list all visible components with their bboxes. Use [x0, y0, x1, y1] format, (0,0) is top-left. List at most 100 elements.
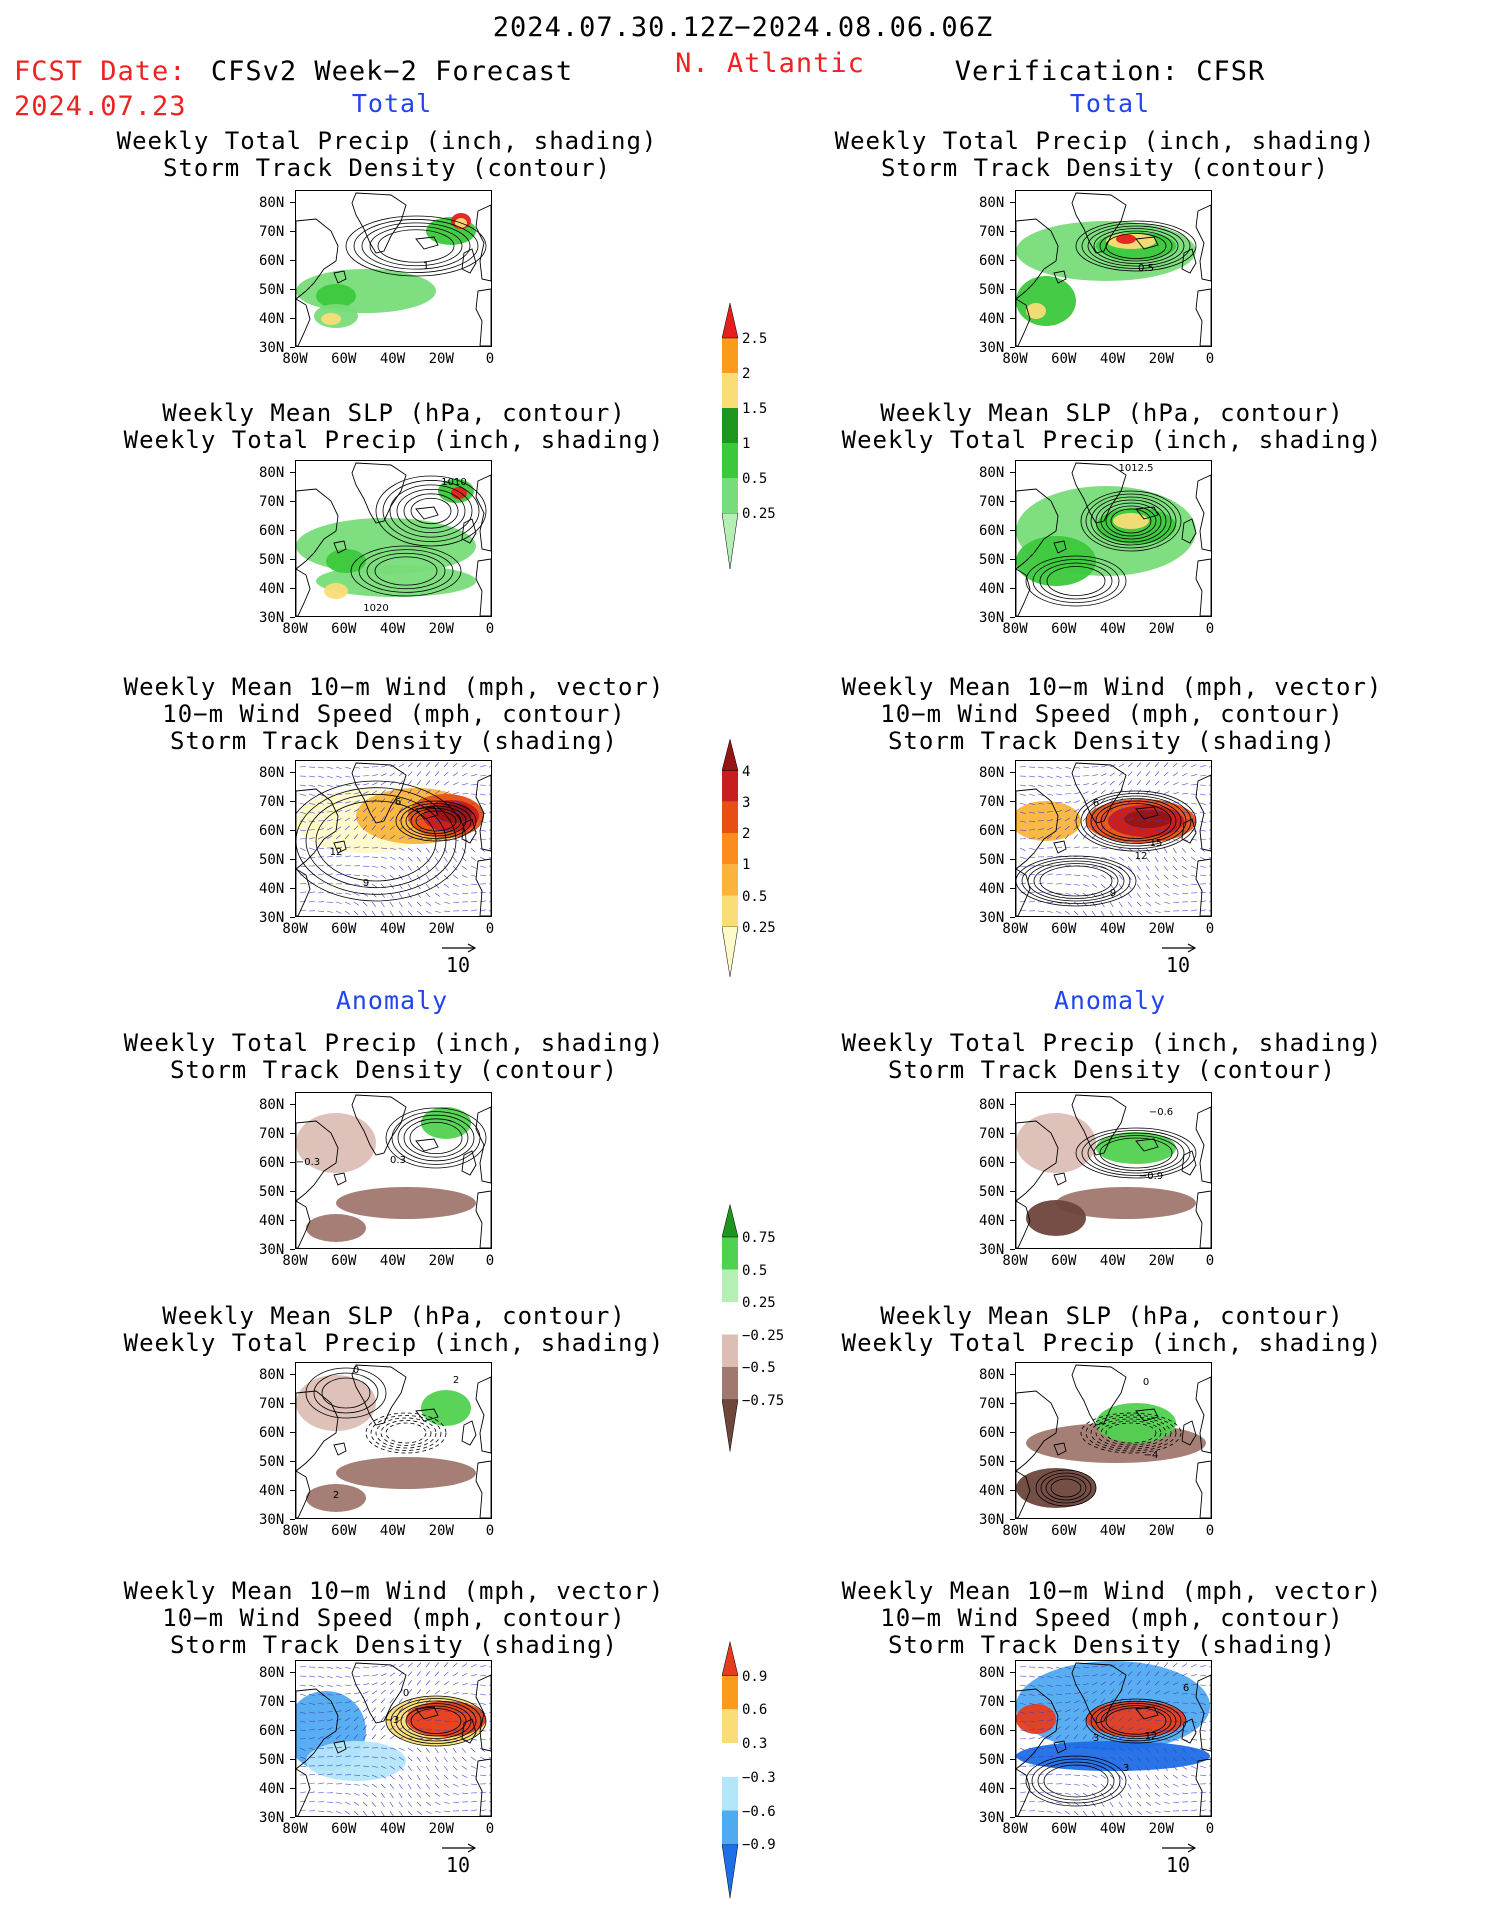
colorbar-swatch — [722, 770, 738, 802]
colorbar-label: 0.5 — [742, 888, 768, 905]
coastline — [1016, 192, 1211, 346]
contour-label: 3 — [1123, 1763, 1129, 1774]
contour-label: 15 — [1150, 838, 1163, 849]
lat-tick — [1010, 1817, 1015, 1818]
model-title: CFSv2 Week−2 Forecast — [210, 56, 574, 87]
map-panel-vf-total-slp: 1012.5 — [1015, 460, 1212, 617]
lon-tick-label: 0 — [485, 1821, 495, 1837]
lon-tick-label: 40W — [379, 1523, 406, 1539]
lon-tick-label: 40W — [1099, 621, 1126, 637]
colorbar-label: 1 — [742, 857, 751, 874]
title-line: Weekly Mean 10−m Wind (mph, vector) — [841, 1577, 1383, 1605]
lon-tick-label: 20W — [428, 351, 454, 367]
lat-tick — [290, 1432, 295, 1433]
colorbar-label: 2 — [742, 366, 751, 382]
lon-tick-label: 40W — [379, 351, 406, 367]
lat-tick-label: 70N — [979, 1126, 1005, 1142]
lat-tick-label: 30N — [259, 910, 285, 926]
lat-tick-label: 50N — [259, 852, 285, 868]
title-line: Weekly Mean 10−m Wind (mph, vector) — [841, 673, 1383, 701]
lon-tick-label: 0 — [485, 921, 495, 937]
colorbar-swatch — [722, 1810, 738, 1845]
lon-tick-label: 40W — [1099, 1253, 1126, 1269]
lon-tick-label: 40W — [379, 621, 406, 637]
lat-tick-label: 50N — [259, 282, 285, 298]
contour-label: 0 — [403, 1688, 409, 1699]
map-panel-fc-total-wind: 6 12 9 — [295, 760, 492, 917]
fcst-date-label: FCST Date: — [14, 56, 187, 87]
lat-tick-label: 70N — [259, 794, 285, 810]
colorbar-swatch — [722, 1641, 739, 1676]
contour-lines — [305, 1367, 447, 1454]
lat-tick-label: 80N — [979, 195, 1005, 211]
lat-tick-label: 70N — [259, 1396, 285, 1412]
lat-tick-label: 50N — [979, 852, 1005, 868]
lat-tick-label: 40N — [979, 1781, 1005, 1797]
panel-title-fc-total-wind: Weekly Mean 10−m Wind (mph, vector) 10−m… — [124, 674, 665, 755]
lat-tick — [290, 1461, 295, 1462]
contour-lines — [1035, 1412, 1182, 1507]
colorbar-swatch — [722, 926, 739, 977]
contour-label: 0.5 — [1138, 263, 1154, 274]
lat-tick-label: 80N — [259, 195, 285, 211]
contour-label: 1 — [423, 261, 429, 272]
lon-tick-label: 0 — [1205, 1253, 1215, 1269]
lon-tick-label: 20W — [1148, 351, 1174, 367]
title-line: Storm Track Density (shading) — [887, 1631, 1337, 1659]
title-line: Weekly Total Precip (inch, shading) — [123, 426, 665, 454]
lat-tick — [1010, 289, 1015, 290]
lat-tick-label: 40N — [979, 581, 1005, 597]
lon-tick-label: 20W — [1148, 1821, 1174, 1837]
shading-region — [316, 565, 476, 597]
lat-tick — [290, 260, 295, 261]
shading-region — [336, 1457, 476, 1489]
vector-reference-label: 10 — [1166, 953, 1191, 977]
contour-label: 12 — [1135, 851, 1148, 862]
panel-title-fc-total-slp: Weekly Mean SLP (hPa, contour) Weekly To… — [124, 400, 665, 454]
lat-tick — [290, 1817, 295, 1818]
shading-region — [1016, 536, 1096, 586]
lat-tick — [290, 1104, 295, 1105]
panel-title-vf-anom-slp: Weekly Mean SLP (hPa, contour) Weekly To… — [842, 1303, 1383, 1357]
lat-tick-label: 60N — [259, 523, 285, 539]
map-panel-fc-anom-slp: 0 2 2 — [295, 1362, 492, 1519]
lat-tick — [290, 347, 295, 348]
map-canvas: 0 −4 — [1016, 1364, 1211, 1518]
shading-region — [336, 1187, 476, 1219]
wind-vectors — [299, 1662, 491, 1816]
lon-tick-label: 0 — [485, 351, 495, 367]
shading-region — [1096, 1132, 1176, 1164]
contour-lines — [345, 215, 487, 277]
lat-tick-label: 30N — [979, 340, 1005, 356]
lon-tick-label: 40W — [1099, 921, 1126, 937]
title-line: 10−m Wind Speed (mph, contour) — [162, 1604, 626, 1632]
colorbar-label: −0.3 — [742, 1769, 776, 1786]
contour-label: 1012.5 — [1119, 463, 1154, 474]
lat-tick-label: 40N — [259, 581, 285, 597]
lon-tick-label: 60W — [1051, 921, 1077, 937]
contour-label: 0.3 — [390, 1155, 406, 1166]
lat-tick-label: 50N — [979, 1752, 1005, 1768]
lat-tick-label: 60N — [979, 823, 1005, 839]
verification-title: Verification: CFSR — [954, 56, 1266, 87]
colorbar-label: 0.75 — [742, 1230, 776, 1246]
colorbar-label: 0.5 — [742, 1262, 768, 1279]
title-line: 10−m Wind Speed (mph, contour) — [880, 1604, 1344, 1632]
lat-tick — [1010, 472, 1015, 473]
colorbar-swatch — [722, 478, 738, 513]
map-canvas: 6 12 9 — [296, 762, 491, 916]
title-line: Storm Track Density (shading) — [169, 1631, 619, 1659]
colorbar-label: 0.25 — [742, 1295, 776, 1311]
colorbar-label: 4 — [742, 763, 751, 780]
lat-tick — [1010, 1249, 1015, 1250]
map-canvas: 0.5 — [1016, 192, 1211, 346]
lat-tick — [290, 1162, 295, 1163]
lon-tick-label: 60W — [331, 1821, 357, 1837]
contour-lines — [385, 1695, 487, 1747]
lat-tick-label: 50N — [979, 552, 1005, 568]
lat-tick-label: 70N — [979, 1694, 1005, 1710]
lon-tick-label: 0 — [485, 1253, 495, 1269]
shading-region — [1016, 801, 1081, 841]
lat-tick-label: 60N — [979, 253, 1005, 269]
